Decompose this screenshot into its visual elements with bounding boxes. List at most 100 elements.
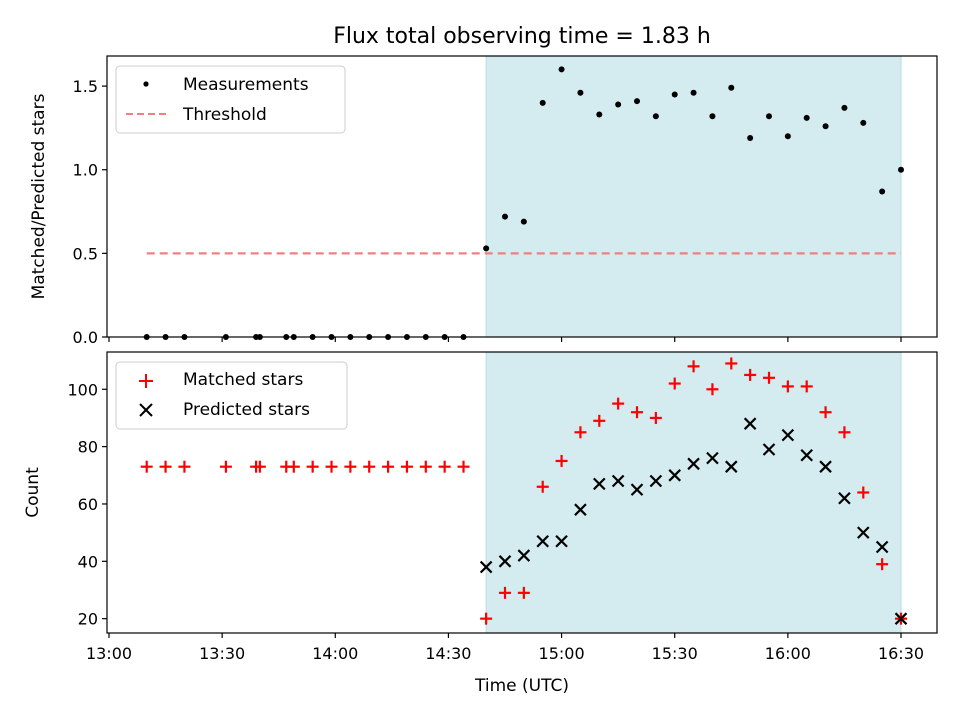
matched-stars-point <box>438 460 451 473</box>
matched-stars-point <box>140 460 153 473</box>
matched-stars-point <box>819 406 832 419</box>
measurements-point <box>728 84 735 91</box>
y-tick-label: 1.0 <box>73 161 98 180</box>
matched-stars-point <box>574 426 587 439</box>
predicted-stars-point <box>536 534 549 548</box>
predicted-stars-point <box>838 491 851 505</box>
matched-stars-point <box>612 397 625 410</box>
matched-stars-point <box>344 460 357 473</box>
predicted-stars-point <box>706 451 719 465</box>
measurements-point <box>841 104 848 111</box>
matched-stars-point <box>419 460 432 473</box>
measurements-point <box>671 91 678 98</box>
measurements-point <box>690 89 697 96</box>
matched-stars-point <box>744 368 757 381</box>
measurements-point <box>483 245 490 252</box>
matched-stars-point <box>159 460 172 473</box>
matched-stars-point <box>499 586 511 599</box>
y-tick-label: 40 <box>78 552 98 571</box>
matched-stars-point <box>857 486 870 499</box>
y-tick-label: 60 <box>78 495 98 514</box>
predicted-stars-point <box>479 560 493 574</box>
top-panel: 0.0 0.5 1.0 1.5 Matched/Predicted stars Mea… <box>29 55 938 347</box>
measurements-point <box>803 114 810 121</box>
matched-stars-point <box>457 460 470 473</box>
matched-stars-point <box>763 371 775 384</box>
matched-stars-point <box>325 460 338 473</box>
predicted-stars-point <box>574 503 587 516</box>
predicted-stars-point <box>668 469 681 482</box>
bottom-legend-box <box>115 361 348 430</box>
measurements-point <box>558 66 565 73</box>
measurements-point <box>747 134 754 141</box>
measurements-point <box>634 98 640 105</box>
y-tick-label: 80 <box>78 438 98 457</box>
x-tick-label: 13:00 <box>86 644 132 663</box>
measurements-point <box>822 123 829 130</box>
matched-stars-point <box>536 480 549 493</box>
matched-stars-point <box>649 411 662 424</box>
matched-stars-point <box>555 454 568 467</box>
legend-measurements-marker <box>143 81 149 87</box>
measurements-point <box>596 111 603 118</box>
measurements-point <box>766 113 772 120</box>
predicted-stars-point <box>517 549 531 562</box>
x-tick-label: 16:30 <box>878 644 924 663</box>
y-tick-label: 20 <box>78 610 98 629</box>
predicted-stars-point <box>498 555 512 568</box>
y-tick-label: 100 <box>67 380 98 399</box>
matched-stars-point <box>781 380 794 393</box>
matched-stars-point <box>178 460 191 473</box>
x-tick-label: 16:00 <box>765 644 811 663</box>
legend-predicted-marker <box>139 403 153 417</box>
matched-stars-point <box>593 414 606 427</box>
predicted-stars-point <box>687 457 700 471</box>
matched-stars-point <box>876 558 889 571</box>
matched-stars-point <box>363 460 376 473</box>
measurements-point <box>784 133 791 140</box>
legend-measurements-label: Measurements <box>183 75 309 95</box>
y-tick-label: 0.5 <box>73 244 98 263</box>
predicted-stars-point <box>781 428 795 442</box>
predicted-stars-point <box>593 477 606 491</box>
measurements-point <box>879 188 886 195</box>
measurements-point <box>520 218 527 225</box>
predicted-stars-point <box>894 612 908 625</box>
predicted-stars-point <box>630 483 644 496</box>
chart-title: Flux total observing time = 1.83 h <box>333 24 711 49</box>
bottom-shaded-region <box>485 351 902 634</box>
predicted-stars-point <box>800 448 813 462</box>
top-shaded-region <box>485 55 902 338</box>
predicted-stars-point <box>725 460 738 473</box>
x-tick-label: 15:00 <box>539 644 585 663</box>
top-plot-frame <box>106 55 938 338</box>
matched-stars-point <box>253 460 266 473</box>
predicted-stars-point <box>762 443 776 456</box>
bottom-y-axis-label: Count <box>23 467 43 518</box>
measurements-point <box>860 119 867 126</box>
predicted-stars-point <box>743 417 757 430</box>
measurements-point <box>652 113 659 120</box>
x-tick-label: 14:00 <box>312 644 358 663</box>
legend-matched-label: Matched stars <box>183 370 303 390</box>
measurements-point <box>709 113 716 120</box>
matched-stars-point <box>687 360 700 373</box>
measurements-point <box>539 99 546 106</box>
matched-stars-point <box>480 612 493 625</box>
measurements-point <box>615 101 622 108</box>
x-tick-label: 14:30 <box>425 644 471 663</box>
predicted-stars-point <box>555 534 568 548</box>
matched-stars-point <box>800 380 813 393</box>
top-y-axis-label: Matched/Predicted stars <box>29 93 49 299</box>
matched-stars-point <box>400 460 413 473</box>
x-axis-label: Time (UTC) <box>474 676 569 696</box>
legend-predicted-label: Predicted stars <box>183 400 310 420</box>
top-legend-box <box>115 65 346 134</box>
matched-stars-point <box>725 357 738 370</box>
predicted-stars-point <box>875 540 889 554</box>
x-tick-label: 13:30 <box>199 644 245 663</box>
y-tick-label: 0.0 <box>73 328 98 347</box>
predicted-stars-point <box>857 526 870 539</box>
matched-stars-point <box>706 383 719 396</box>
